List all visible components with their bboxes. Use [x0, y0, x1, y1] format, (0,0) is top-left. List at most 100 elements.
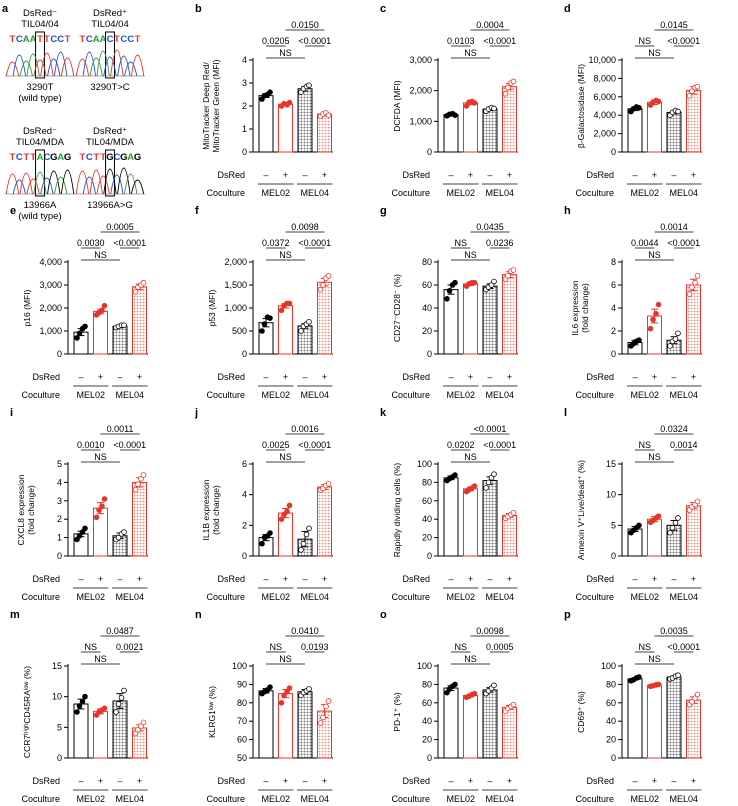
y-tick-label: 0 [611, 753, 616, 763]
coculture-mel04: MEL04 [669, 794, 698, 804]
y-axis-label: (fold change) [580, 283, 590, 333]
seq-base: G [50, 152, 57, 163]
p-value-label: NS [279, 654, 292, 664]
dsred-state: + [468, 574, 473, 584]
p-value-label: NS [464, 48, 477, 58]
data-point [325, 481, 332, 487]
p-value-label: NS [279, 452, 292, 462]
coculture-row-label: Coculture [575, 188, 614, 198]
dsred-row-label: DsRed [32, 372, 60, 382]
data-point [306, 525, 312, 532]
data-point [675, 108, 681, 115]
y-tick-label: 60 [606, 698, 616, 708]
y-tick-label: 60 [422, 280, 432, 290]
dsred-state: – [117, 372, 122, 382]
chromatogram-peak [60, 57, 75, 77]
p-value-label: 0.0010 [77, 440, 105, 450]
data-point [325, 698, 332, 704]
chromatogram-peak [19, 172, 33, 195]
chromatogram-peak [103, 56, 117, 77]
chromatogram-peak [47, 58, 61, 77]
dsred-state: + [652, 372, 657, 382]
y-tick-label: 15 [52, 661, 62, 671]
chromatogram-peak [130, 179, 145, 195]
seq-base: T [44, 34, 50, 45]
data-point [306, 319, 312, 325]
data-point [655, 98, 662, 105]
y-tick-label: 3 [57, 496, 62, 506]
data-point [452, 472, 458, 478]
dsred-state: – [448, 372, 453, 382]
data-point [655, 301, 662, 308]
data-point [284, 508, 290, 515]
p-value-label: 0.0098 [476, 626, 504, 636]
chromatogram-peak [5, 61, 20, 77]
dsred-state: + [98, 776, 103, 786]
data-point [510, 78, 517, 85]
chromatogram-peak [110, 49, 124, 77]
seq-base: T [135, 34, 141, 45]
chromatogram-peak [110, 174, 124, 195]
y-tick-label: 4,000 [39, 257, 62, 267]
dsred-state: + [468, 372, 473, 382]
data-point [650, 316, 656, 323]
y-tick-label: 4 [611, 303, 616, 313]
data-point [74, 335, 80, 341]
y-tick-label: 1 [57, 533, 62, 543]
data-point [505, 84, 511, 91]
coculture-mel02: MEL02 [76, 794, 105, 804]
data-point [444, 689, 450, 696]
coculture-mel04: MEL04 [669, 592, 698, 602]
y-tick-label: 2 [611, 326, 616, 336]
chart-panel-h: h 0 2 4 6 8 IL6 expression (fold change) 0.0044 N… [564, 205, 702, 400]
dsred-state: – [487, 170, 492, 180]
dsred-state: – [632, 170, 637, 180]
chromatogram-peak [96, 50, 110, 77]
chromatogram-peak [54, 176, 68, 195]
y-tick-label: 1 [242, 124, 247, 134]
y-tick-label: 2,000 [39, 303, 62, 313]
y-tick-label: 3,000 [39, 280, 62, 290]
coculture-row-label: Coculture [391, 794, 430, 804]
dsred-state: – [263, 574, 268, 584]
bar [317, 281, 332, 355]
y-tick-label: 0 [57, 349, 62, 359]
bar [666, 676, 682, 759]
seq-label-top: DsRed⁺ [93, 126, 127, 137]
data-point [281, 692, 287, 699]
data-point [303, 531, 310, 538]
coculture-mel02: MEL02 [446, 592, 475, 602]
y-tick-label: 6,000 [593, 92, 616, 102]
data-point [99, 503, 105, 510]
data-point [510, 267, 517, 273]
chromatogram-peak [75, 170, 90, 195]
seq-label-sub: TIL04/04 [91, 19, 129, 30]
p-value-label: <0.0001 [474, 424, 507, 434]
data-point [300, 540, 307, 547]
bar [443, 477, 459, 557]
data-point [101, 302, 108, 309]
data-point [502, 90, 509, 97]
seq-base: G [120, 152, 127, 163]
p-value-label: 0.0030 [77, 238, 105, 248]
y-axis-label: CD27⁻CD28⁻ (%) [392, 274, 402, 342]
y-tick-label: 8,000 [593, 73, 616, 83]
bar [317, 113, 332, 153]
data-point [99, 307, 105, 314]
p-value-label: <0.0001 [483, 36, 516, 46]
chromatogram-peak [5, 173, 20, 195]
dsred-state: + [507, 574, 512, 584]
seq-base: C [43, 152, 50, 163]
p-value-label: 0.0035 [660, 626, 688, 636]
bar [278, 103, 293, 153]
y-tick-label: 10 [52, 692, 62, 702]
bar [463, 694, 478, 759]
bar [258, 322, 274, 355]
seq-base: A [30, 34, 37, 45]
bar [93, 710, 108, 759]
y-axis-label: β-Galactosidase (MFI) [576, 64, 586, 148]
coculture-row-label: Coculture [575, 390, 614, 400]
chromatogram-peak [117, 167, 131, 195]
